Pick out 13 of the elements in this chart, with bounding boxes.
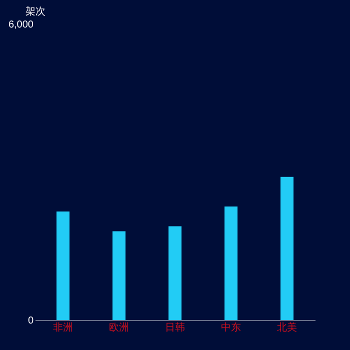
y-tick-label: 0 (28, 316, 34, 326)
bar (56, 211, 70, 320)
bar (224, 206, 238, 320)
bar (112, 231, 126, 320)
bar (168, 226, 182, 320)
x-tick-label: 欧洲 (109, 322, 129, 334)
y-axis-title: 架次 (26, 6, 46, 18)
x-tick-label: 中东 (221, 322, 241, 334)
bar (280, 176, 294, 320)
x-tick-label: 日韩 (165, 322, 185, 334)
x-tick-label: 北美 (277, 322, 297, 334)
y-tick-label: 6,000 (8, 20, 34, 30)
x-tick-label: 非洲 (53, 322, 73, 334)
